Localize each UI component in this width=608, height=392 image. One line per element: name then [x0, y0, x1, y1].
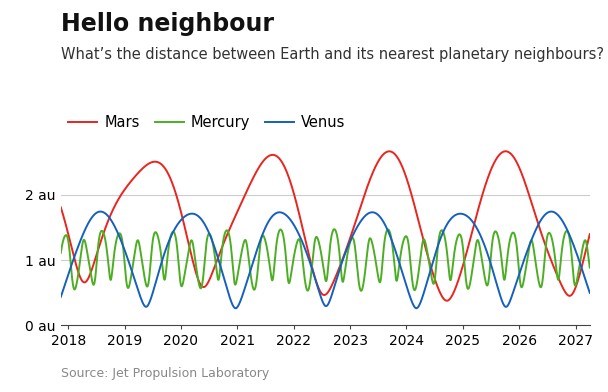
Venus: [492, 278, 499, 283]
Mars: [452, 285, 459, 290]
Venus: [586, 290, 593, 295]
Line: Venus: Venus: [61, 212, 590, 308]
Venus: [401, 278, 409, 283]
Mars: [57, 205, 64, 210]
Mercury: [57, 250, 64, 255]
Line: Mercury: Mercury: [61, 229, 590, 291]
Venus: [452, 212, 459, 217]
Mercury: [452, 242, 459, 247]
Mars: [375, 160, 382, 164]
Line: Mars: Mars: [61, 151, 590, 301]
Venus: [375, 212, 382, 217]
Text: Hello neighbour: Hello neighbour: [61, 12, 274, 36]
Venus: [548, 209, 555, 214]
Mercury: [358, 289, 365, 293]
Mercury: [492, 229, 500, 234]
Mercury: [153, 231, 161, 236]
Legend: Mars, Mercury, Venus: Mars, Mercury, Venus: [68, 115, 346, 130]
Venus: [153, 276, 161, 281]
Mars: [153, 160, 161, 164]
Mars: [401, 171, 409, 176]
Mercury: [331, 227, 338, 232]
Venus: [260, 231, 267, 236]
Mars: [586, 232, 593, 236]
Venus: [232, 306, 240, 310]
Venus: [57, 294, 64, 299]
Text: What’s the distance between Earth and its nearest planetary neighbours?: What’s the distance between Earth and it…: [61, 47, 604, 62]
Mars: [492, 158, 499, 162]
Mars: [259, 159, 266, 164]
Mars: [502, 149, 510, 154]
Text: Source: Jet Propulsion Laboratory: Source: Jet Propulsion Laboratory: [61, 367, 269, 380]
Mercury: [586, 265, 593, 270]
Mercury: [259, 233, 266, 238]
Mars: [443, 298, 451, 303]
Mercury: [401, 234, 409, 239]
Mercury: [375, 275, 382, 279]
